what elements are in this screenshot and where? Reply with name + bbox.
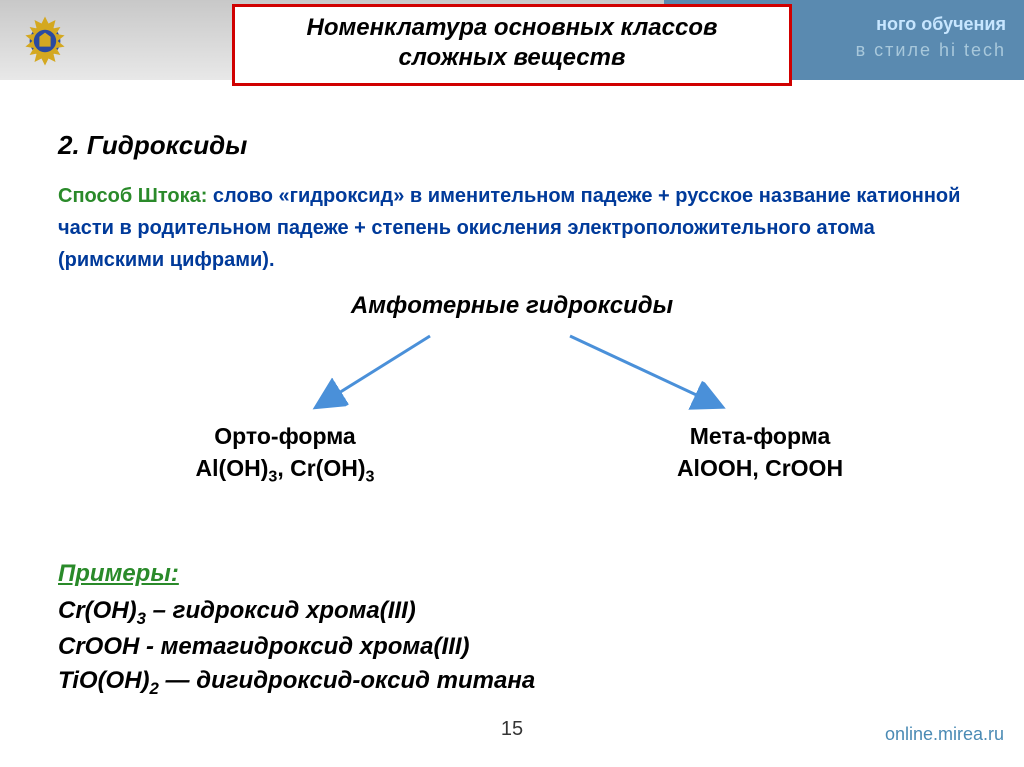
- footer-url: online.mirea.ru: [885, 724, 1004, 745]
- page-number: 15: [501, 718, 523, 741]
- example-item: Cr(OH)3 – гидроксид хрома(III): [58, 594, 535, 630]
- examples-heading: Примеры:: [58, 560, 179, 588]
- example-item: TiO(OH)2 — дигидроксид-оксид титана: [58, 664, 535, 700]
- title-box: Номенклатура основных классов сложных ве…: [232, 4, 792, 86]
- ortho-title: Орто-форма: [140, 420, 430, 452]
- shtock-lead: Способ Штока:: [58, 185, 207, 207]
- section-heading: 2. Гидроксиды: [58, 130, 247, 161]
- header-right-line2: в стиле hi tech: [856, 40, 1006, 61]
- ortho-branch: Орто-форма Al(OH)3, Cr(OH)3: [140, 420, 430, 488]
- title-line2: сложных веществ: [275, 43, 749, 73]
- ortho-formula: Al(OH)3, Cr(OH)3: [140, 452, 430, 488]
- title-line1: Номенклатура основных классов: [275, 13, 749, 43]
- header-right-line1: ного обучения: [876, 14, 1006, 35]
- emblem-icon: [10, 6, 80, 76]
- arrow-left-icon: [300, 328, 440, 418]
- arrow-right-icon: [560, 328, 740, 418]
- examples-list: Cr(OH)3 – гидроксид хрома(III) CrOOH - м…: [58, 594, 535, 700]
- meta-formula: AlOOH, CrOOH: [620, 452, 900, 484]
- meta-title: Мета-форма: [620, 420, 900, 452]
- shtock-paragraph: Способ Штока: слово «гидроксид» в именит…: [58, 180, 966, 276]
- meta-branch: Мета-форма AlOOH, CrOOH: [620, 420, 900, 484]
- example-item: CrOOH - метагидроксид хрома(III): [58, 630, 535, 664]
- amphoteric-heading: Амфотерные гидроксиды: [0, 292, 1024, 320]
